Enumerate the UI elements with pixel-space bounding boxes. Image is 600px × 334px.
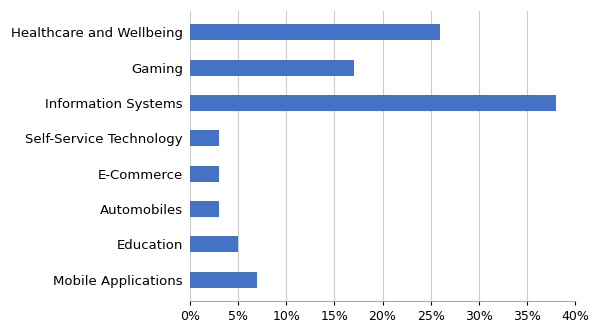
Bar	[190, 272, 257, 288]
Bar	[190, 236, 238, 252]
Bar	[190, 130, 219, 146]
Bar	[190, 95, 556, 111]
Bar	[190, 166, 219, 182]
Bar	[190, 60, 353, 75]
Bar	[190, 24, 440, 40]
Bar	[190, 201, 219, 217]
